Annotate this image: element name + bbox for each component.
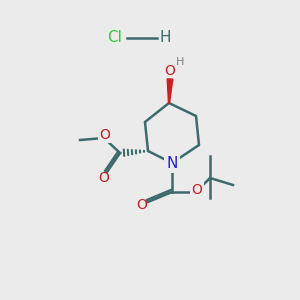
Text: O: O (100, 128, 110, 142)
Text: H: H (159, 31, 171, 46)
Text: Cl: Cl (108, 31, 122, 46)
Text: O: O (99, 171, 110, 185)
Text: O: O (165, 64, 176, 78)
Text: O: O (136, 198, 147, 212)
Text: H: H (176, 57, 184, 67)
Polygon shape (167, 79, 173, 103)
Text: N: N (166, 155, 178, 170)
Text: O: O (192, 183, 203, 197)
